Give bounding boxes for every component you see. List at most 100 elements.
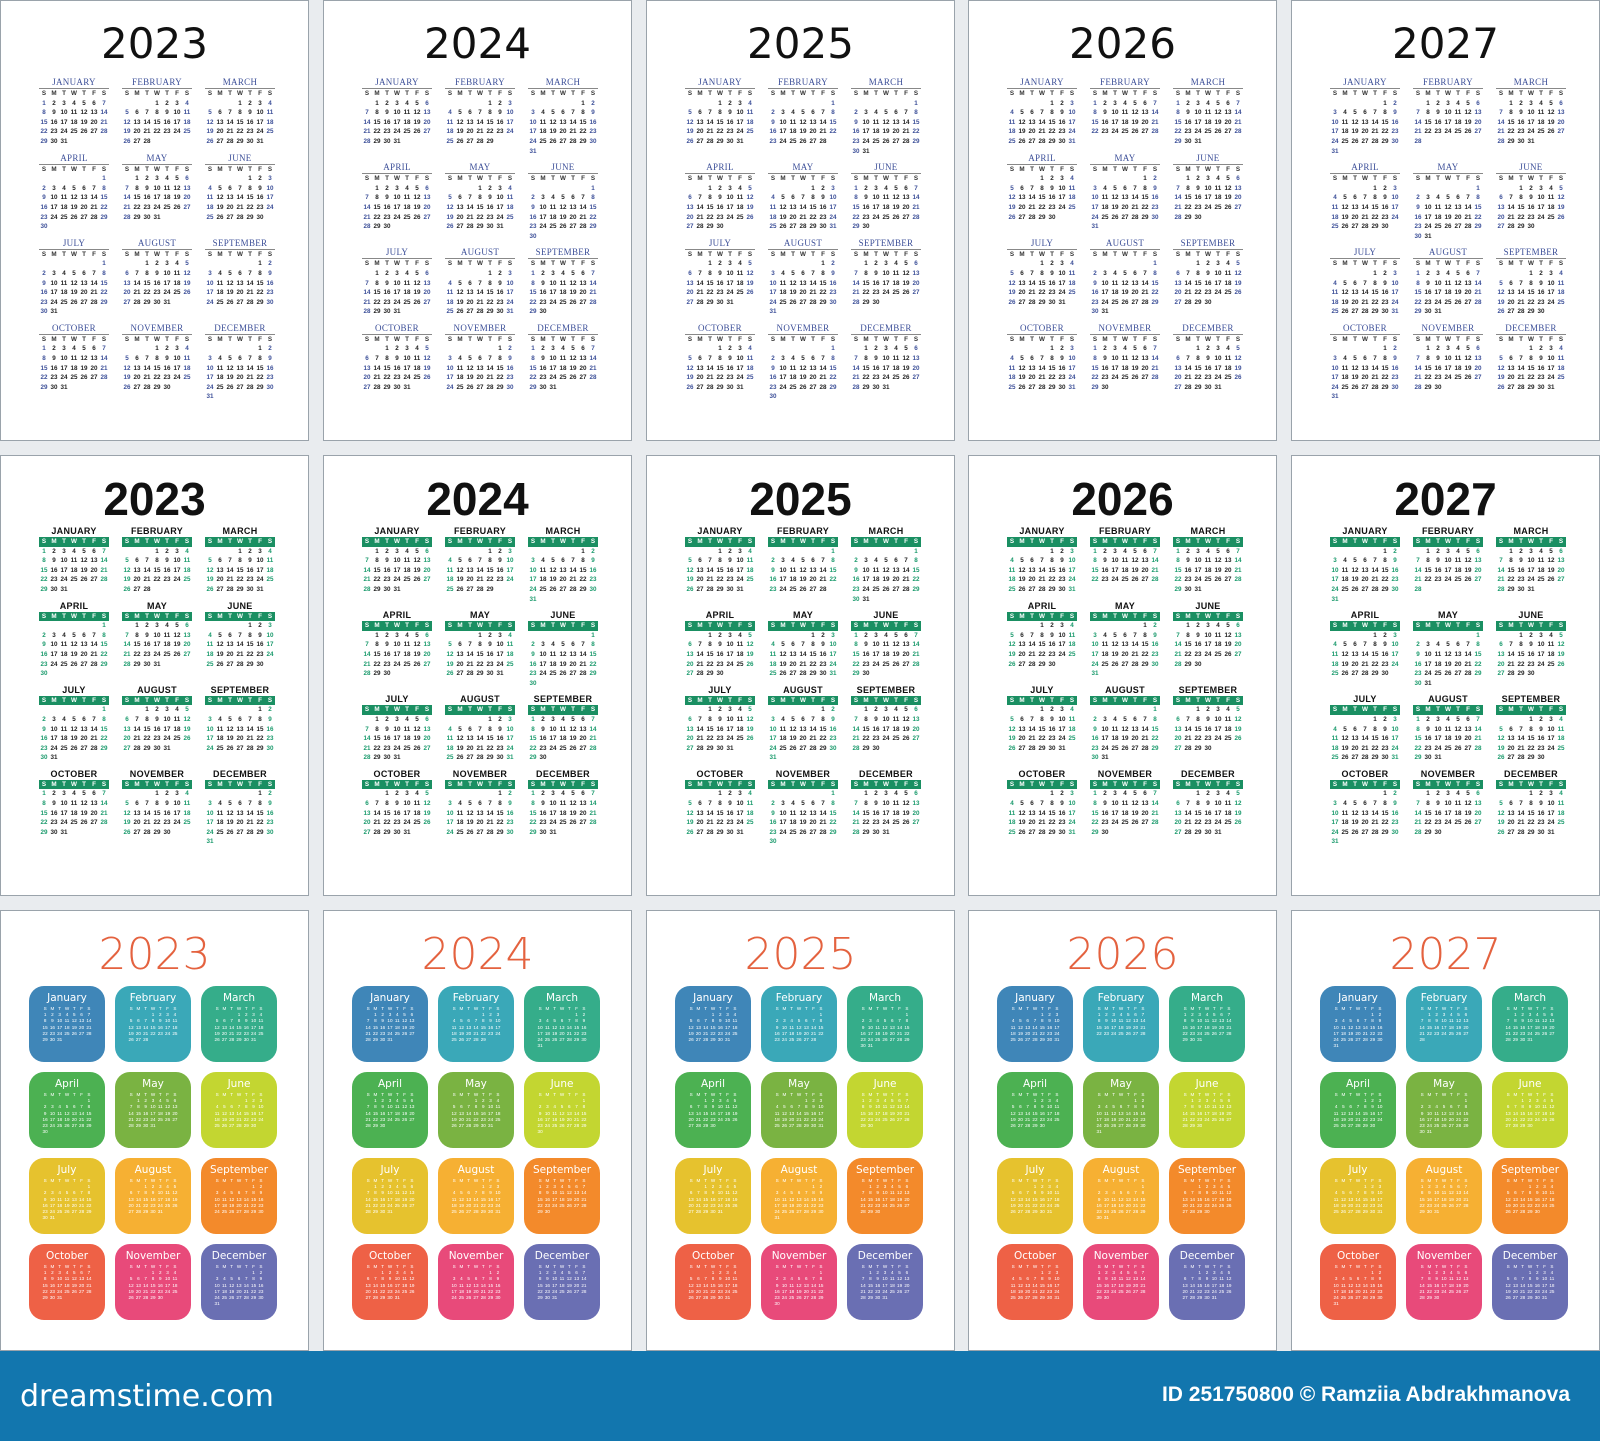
day-cell: 31: [1214, 383, 1222, 391]
weekday-label: M: [217, 250, 223, 258]
day-cell: 10: [1194, 557, 1202, 565]
day-cell: 9: [1103, 800, 1107, 808]
weekday-label: S: [1007, 611, 1017, 622]
day-cell: 13: [423, 725, 431, 733]
day-cell: 26: [1547, 128, 1555, 136]
day-cell: 11: [183, 800, 191, 808]
weekday-label: T: [1539, 260, 1543, 268]
day-cell: 13: [1121, 194, 1129, 202]
day-cell: 10: [1391, 279, 1399, 287]
day-cell: 25: [1454, 576, 1462, 584]
month-name: SEPTEMBER: [533, 694, 593, 705]
day-cell: 23: [266, 735, 274, 743]
weekday-label: F: [578, 621, 588, 631]
day-cell: 20: [1174, 735, 1182, 743]
day-cell: 14: [819, 566, 827, 574]
month-block: APRIL S M T W T F S 1 2 3 4 5 6 7 8 9 10 11 12 13 14 15 16 17 18 1…: [39, 601, 109, 679]
day-cell: 22: [716, 819, 724, 827]
day-cell: 18: [1068, 194, 1076, 202]
day-cell: 3: [884, 706, 888, 714]
weekday-label: F: [1143, 250, 1147, 258]
weekday-label: S: [1475, 335, 1481, 343]
empty-cell: [225, 99, 235, 109]
day-cell: 25: [1557, 298, 1565, 306]
day-cell: 12: [226, 364, 234, 372]
empty-cell: [1496, 344, 1506, 354]
day-cell: 30: [726, 585, 734, 593]
day-cell: 25: [872, 585, 880, 593]
empty-cell: [578, 184, 588, 194]
day-cell: 17: [779, 128, 787, 136]
day-cell: 22: [1174, 576, 1182, 584]
day-cell: 24: [496, 660, 504, 668]
day-cell: 21: [1507, 660, 1515, 668]
day-cell: 17: [872, 203, 880, 211]
weekday-label: T: [808, 779, 818, 790]
day-cell: 3: [1070, 547, 1074, 555]
day-cell: 21: [363, 298, 371, 306]
day-cell: 23: [1527, 660, 1535, 668]
day-cell: 31: [829, 670, 837, 678]
day-cell: 28: [1028, 660, 1036, 668]
day-cell: 18: [60, 289, 68, 297]
day-cell: 11: [1008, 118, 1016, 126]
empty-cell: [465, 715, 475, 725]
weekday-label: S: [424, 175, 430, 183]
day-cell: 18: [789, 128, 797, 136]
day-cell: 26: [226, 744, 234, 752]
day-cell: 3: [1549, 345, 1553, 353]
day-cell: 18: [736, 203, 744, 211]
day-cell: 19: [80, 809, 88, 817]
day-cell: 11: [183, 355, 191, 363]
day-cell: 12: [686, 364, 694, 372]
day-cell: 14: [1038, 566, 1046, 574]
empty-cell: [1350, 184, 1360, 194]
empty-cell: [1017, 789, 1027, 799]
weekday-label: S: [530, 260, 536, 268]
month-grid: S M T W T F S 1 2 3 4 5 6 7 8 9 10 11 12 13 14 15 16 17 18 19 20 21…: [1007, 779, 1077, 838]
day-cell: 15: [589, 650, 597, 658]
day-cell: 7: [1040, 109, 1044, 117]
day-cell: 1: [531, 715, 535, 723]
weekday-label: S: [267, 335, 273, 343]
day-cell: 19: [456, 744, 464, 752]
day-cell: 11: [1537, 557, 1545, 565]
day-cell: 16: [246, 566, 254, 574]
day-cell: 15: [236, 118, 244, 126]
day-cell: 10: [736, 557, 744, 565]
day-cell: 28: [486, 828, 494, 836]
day-cell: 9: [1539, 279, 1543, 287]
weekday-label: T: [1196, 90, 1200, 97]
month-block: APRIL S M T W T F S 1 2 3 4 5 6 7 8 9 10 11 12 13 14 15 16 17 18 1…: [362, 162, 432, 241]
day-cell: 30: [769, 838, 777, 846]
weekday-label: T: [1133, 250, 1137, 258]
day-cell: 31: [163, 744, 171, 752]
day-cell: 13: [1141, 109, 1149, 117]
day-cell: 12: [70, 725, 78, 733]
day-cell: 25: [1454, 128, 1462, 136]
weekday-label: S: [362, 537, 372, 547]
weekday-label: S: [1092, 90, 1098, 97]
weekday-label: T: [1539, 335, 1543, 343]
weekday-label: T: [871, 537, 881, 547]
day-cell: 1: [1186, 175, 1190, 183]
day-cell: 27: [476, 383, 484, 391]
day-cell: 3: [62, 99, 66, 107]
weekday-label: T: [62, 90, 66, 97]
day-cell: 28: [90, 298, 98, 306]
day-cell: 21: [1038, 128, 1046, 136]
day-cell: 8: [531, 800, 535, 808]
day-cell: 16: [383, 566, 391, 574]
month-name: APRIL: [1027, 600, 1057, 611]
day-cell: 2: [258, 622, 262, 630]
day-cell: 6: [228, 184, 232, 192]
day-cell: 25: [559, 298, 567, 306]
weekday-label: F: [578, 779, 588, 790]
day-cell: 28: [1151, 374, 1159, 382]
day-cell: 8: [831, 557, 835, 565]
day-cell: 1: [135, 175, 139, 183]
month-name: FEBRUARY: [445, 77, 515, 89]
day-cell: 1: [155, 547, 159, 555]
day-cell: 9: [268, 715, 272, 723]
day-cell: 28: [1141, 298, 1149, 306]
